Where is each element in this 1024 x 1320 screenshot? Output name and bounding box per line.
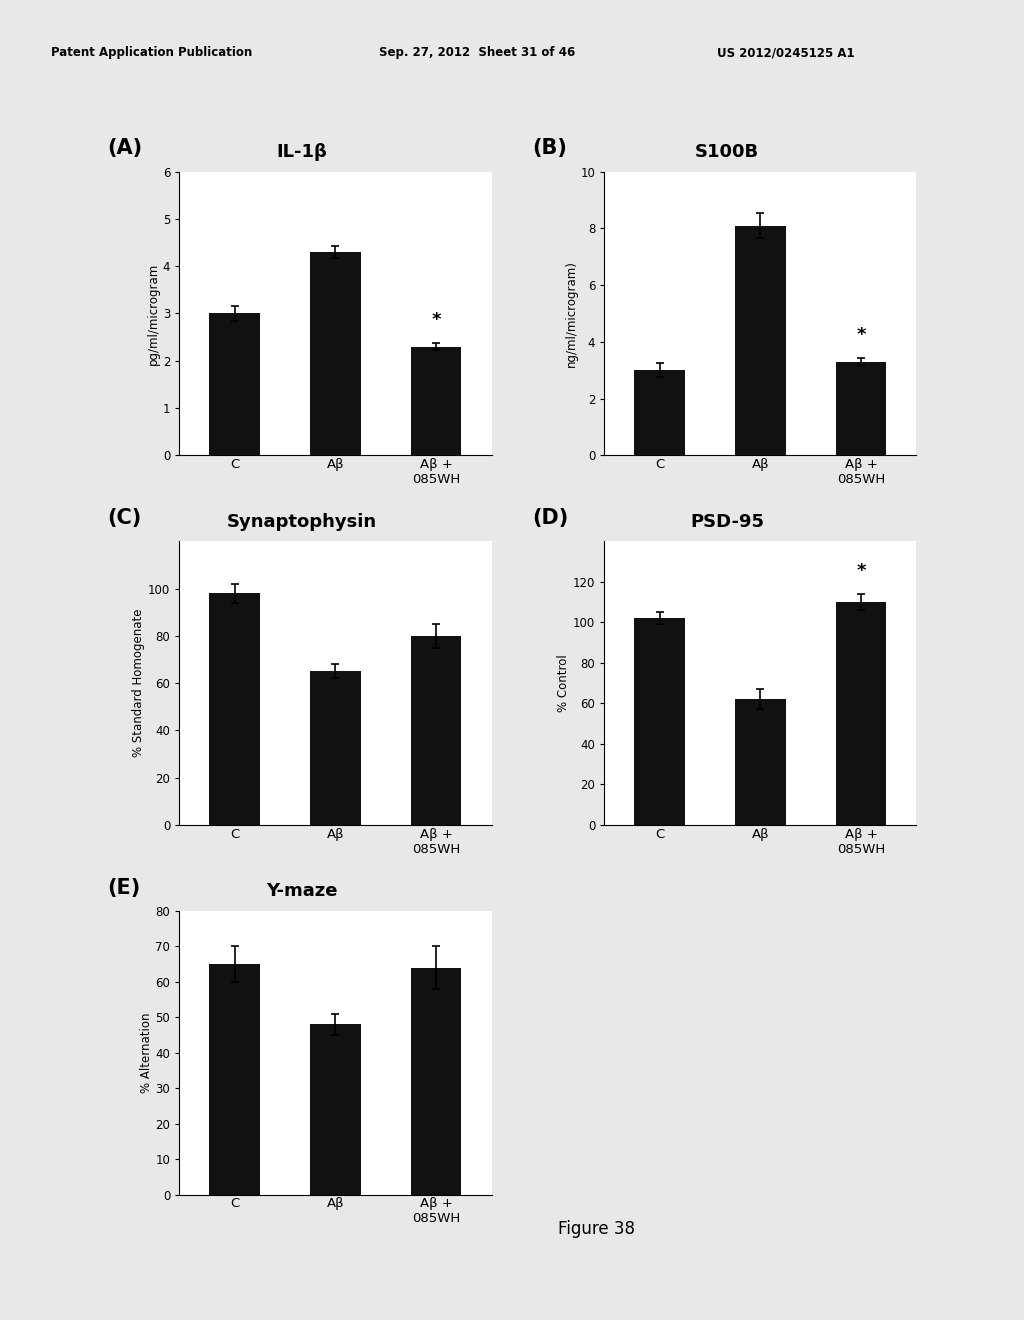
Bar (735, 700, 785, 825)
Text: Sep. 27, 2012  Sheet 31 of 46: Sep. 27, 2012 Sheet 31 of 46 (379, 46, 575, 59)
Text: (B): (B) (532, 139, 567, 158)
Text: US 2012/0245125 A1: US 2012/0245125 A1 (717, 46, 854, 59)
Bar (210, 964, 260, 1195)
Text: *: * (431, 310, 441, 329)
Bar (836, 602, 886, 825)
Y-axis label: pg/ml/microgram: pg/ml/microgram (146, 263, 160, 364)
Bar (735, 226, 785, 455)
Y-axis label: % Control: % Control (557, 655, 570, 711)
Text: IL-1β: IL-1β (276, 143, 328, 161)
Bar (310, 252, 360, 455)
Y-axis label: % Standard Homogenate: % Standard Homogenate (132, 609, 145, 758)
Text: PSD-95: PSD-95 (690, 512, 764, 531)
Bar (310, 672, 360, 825)
Bar (635, 370, 685, 455)
Bar (411, 968, 461, 1195)
Y-axis label: ng/ml/microgram): ng/ml/microgram) (564, 260, 578, 367)
Text: *: * (856, 326, 866, 345)
Text: Figure 38: Figure 38 (558, 1220, 635, 1238)
Text: Synaptophysin: Synaptophysin (227, 512, 377, 531)
Bar (210, 593, 260, 825)
Bar (210, 314, 260, 455)
Bar (411, 347, 461, 455)
Bar (635, 618, 685, 825)
Bar (310, 1024, 360, 1195)
Bar (836, 362, 886, 455)
Text: S100B: S100B (695, 143, 759, 161)
Text: Patent Application Publication: Patent Application Publication (51, 46, 253, 59)
Y-axis label: % Alternation: % Alternation (139, 1012, 153, 1093)
Text: *: * (856, 562, 866, 579)
Bar (411, 636, 461, 825)
Text: (E): (E) (108, 878, 140, 898)
Text: Y-maze: Y-maze (266, 882, 338, 900)
Text: (C): (C) (108, 508, 141, 528)
Text: (D): (D) (532, 508, 568, 528)
Text: (A): (A) (108, 139, 142, 158)
